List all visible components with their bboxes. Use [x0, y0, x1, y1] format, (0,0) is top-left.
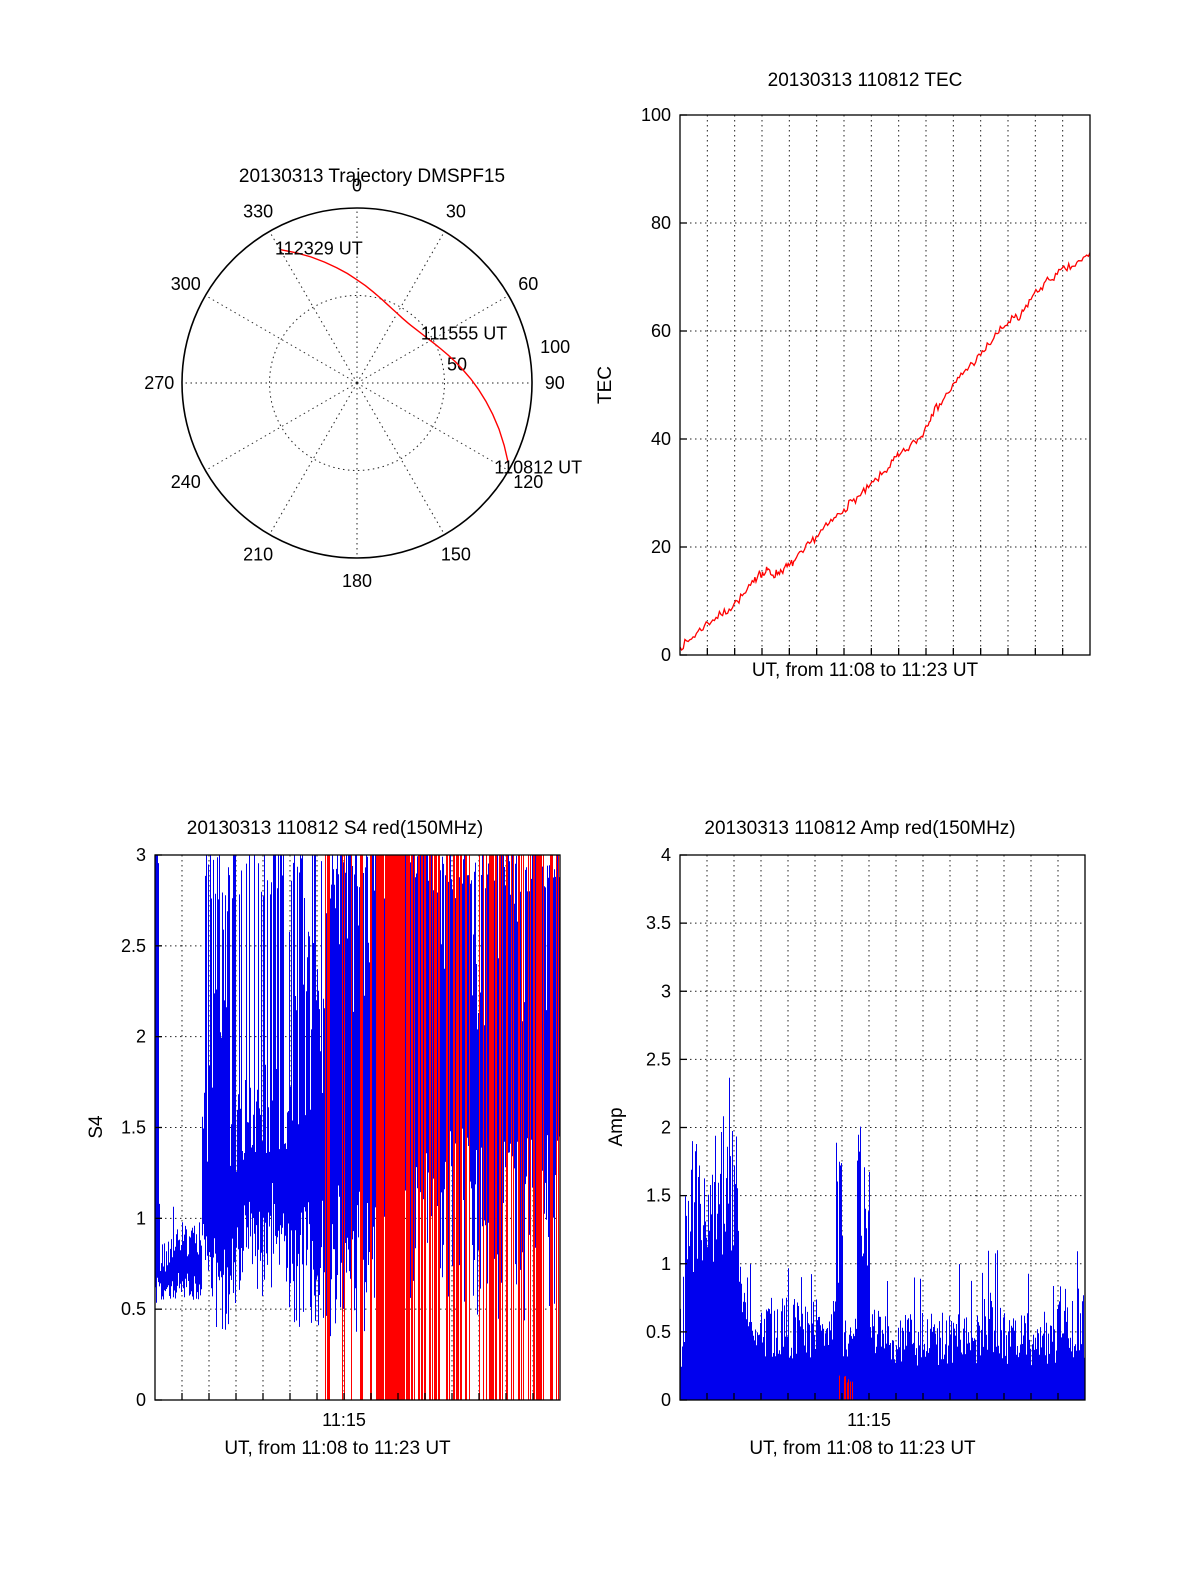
s4-title: 20130313 110812 S4 red(150MHz): [186, 818, 484, 839]
tec-plot: 0 20 40 60 80 100: [641, 105, 1091, 665]
svg-text:30: 30: [446, 202, 466, 222]
svg-text:40: 40: [651, 429, 671, 449]
tec-x-axis-label: UT, from 11:08 to 11:23 UT: [751, 660, 979, 681]
s4-plot: 0 0.5 1 1.5 2 2.5 3 11:15: [121, 845, 561, 1430]
svg-text:110812 UT: 110812 UT: [494, 458, 582, 478]
svg-text:3: 3: [136, 845, 146, 865]
svg-text:90: 90: [545, 373, 565, 393]
svg-text:0: 0: [661, 1390, 671, 1410]
svg-text:1: 1: [661, 1254, 671, 1274]
svg-text:150: 150: [441, 544, 471, 564]
amp-plot: 0 0.5 1 1.5 2 2.5 3 3.5 4 11:15: [646, 845, 1086, 1430]
svg-text:0: 0: [136, 1390, 146, 1410]
svg-text:180: 180: [342, 571, 372, 591]
svg-text:3.5: 3.5: [646, 913, 671, 933]
svg-text:20: 20: [651, 537, 671, 557]
svg-text:2: 2: [661, 1118, 671, 1138]
svg-text:2.5: 2.5: [646, 1049, 671, 1069]
svg-text:0.5: 0.5: [121, 1299, 146, 1319]
amp-x-axis-label: UT, from 11:08 to 11:23 UT: [749, 1438, 976, 1459]
svg-text:80: 80: [651, 213, 671, 233]
svg-text:210: 210: [243, 544, 273, 564]
svg-text:112329 UT: 112329 UT: [275, 239, 363, 259]
trajectory-title: 20130313 Trajectory DMSPF15: [238, 166, 506, 187]
svg-text:11:15: 11:15: [322, 1410, 366, 1430]
tec-title: 20130313 110812 TEC: [767, 70, 963, 91]
svg-text:60: 60: [518, 274, 538, 294]
svg-text:3: 3: [661, 981, 671, 1001]
svg-text:1.5: 1.5: [646, 1186, 671, 1206]
tec-y-axis-label: TEC: [595, 366, 616, 404]
svg-text:4: 4: [661, 845, 671, 865]
svg-text:60: 60: [651, 321, 671, 341]
svg-text:100: 100: [540, 337, 570, 357]
amp-title: 20130313 110812 Amp red(150MHz): [704, 818, 1016, 839]
svg-text:1: 1: [136, 1208, 146, 1228]
trajectory-polar-plot: 0306090120150180210240270300330501001108…: [144, 175, 582, 591]
svg-text:100: 100: [641, 105, 671, 125]
svg-text:300: 300: [171, 274, 201, 294]
svg-text:0: 0: [352, 175, 362, 195]
svg-text:11:15: 11:15: [847, 1410, 891, 1430]
s4-x-axis-label: UT, from 11:08 to 11:23 UT: [224, 1438, 451, 1459]
svg-text:270: 270: [144, 373, 174, 393]
svg-text:1.5: 1.5: [121, 1118, 146, 1138]
svg-text:0: 0: [661, 645, 671, 665]
svg-text:240: 240: [171, 472, 201, 492]
svg-text:111555 UT: 111555 UT: [421, 324, 507, 344]
svg-text:120: 120: [513, 472, 543, 492]
svg-text:330: 330: [243, 202, 273, 222]
svg-text:2: 2: [136, 1027, 146, 1047]
svg-text:2.5: 2.5: [121, 936, 146, 956]
svg-text:0.5: 0.5: [646, 1322, 671, 1342]
